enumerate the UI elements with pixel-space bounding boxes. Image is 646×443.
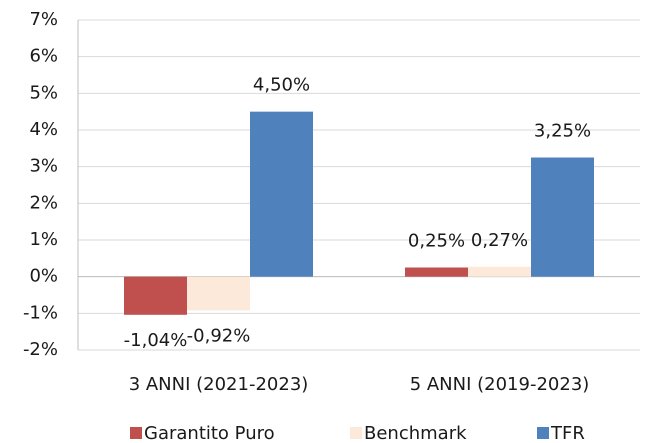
bar (405, 267, 468, 277)
legend-swatch (350, 427, 362, 439)
value-label: 0,27% (471, 230, 528, 251)
x-tick-label: 3 ANNI (2021-2023) (129, 374, 309, 395)
bar (250, 111, 313, 277)
bar (531, 157, 594, 277)
y-tick-label: -2% (23, 339, 58, 360)
y-tick-label: 0% (29, 266, 58, 287)
bar (187, 276, 250, 311)
value-label: 4,50% (253, 75, 310, 96)
legend-label: TFR (550, 423, 585, 443)
value-label: -1,04% (124, 330, 188, 351)
y-tick-label: 7% (29, 9, 58, 30)
y-tick-label: 6% (29, 46, 58, 67)
y-tick-label: 4% (29, 119, 58, 140)
y-tick-label: -1% (23, 302, 58, 323)
y-tick-label: 1% (29, 229, 58, 250)
legend-swatch (130, 427, 142, 439)
value-label: 0,25% (408, 231, 465, 252)
y-tick-label: 2% (29, 192, 58, 213)
bar (124, 276, 187, 315)
value-label: 3,25% (534, 121, 591, 142)
legend-swatch (537, 427, 549, 439)
value-label: -0,92% (187, 325, 251, 346)
x-tick-label: 5 ANNI (2019-2023) (410, 374, 590, 395)
y-tick-label: 3% (29, 156, 58, 177)
legend-label: Garantito Puro (144, 423, 275, 443)
y-tick-label: 5% (29, 82, 58, 103)
legend-label: Benchmark (364, 423, 467, 443)
bar (468, 266, 531, 277)
